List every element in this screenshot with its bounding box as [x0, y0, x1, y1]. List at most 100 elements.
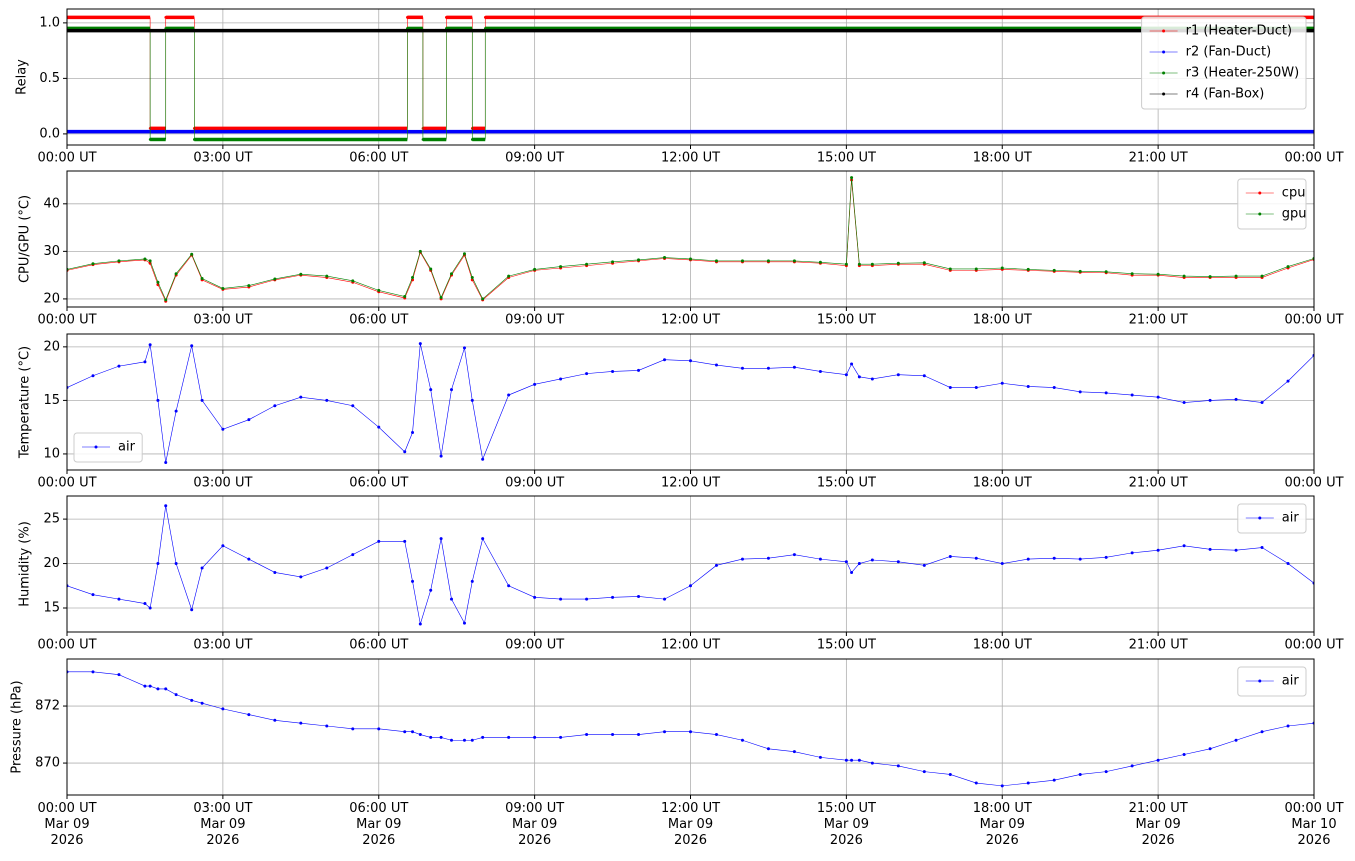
relay-point	[470, 138, 474, 141]
legend-marker	[1258, 516, 1262, 520]
x-tick-label: 21:00 UT	[1129, 313, 1188, 328]
plot-area	[67, 504, 1314, 626]
data-point	[351, 727, 355, 731]
data-point	[174, 562, 178, 566]
y-tick-label: 30	[43, 244, 60, 259]
data-point	[1130, 551, 1134, 555]
data-point	[1260, 401, 1264, 405]
data-point	[857, 562, 861, 566]
data-point	[689, 584, 692, 588]
plot-area	[67, 670, 1314, 788]
data-point	[766, 747, 770, 751]
data-point	[411, 730, 415, 734]
data-point	[148, 343, 152, 347]
data-point	[1026, 557, 1030, 561]
data-point	[1286, 265, 1290, 269]
data-point	[1182, 753, 1186, 757]
x-tick-label: 15:00 UT	[817, 638, 876, 653]
legend-marker	[1162, 50, 1166, 54]
data-point	[439, 735, 443, 739]
data-point	[1156, 395, 1160, 399]
data-point	[844, 373, 848, 377]
x-tick-label: 00:00 UT	[1284, 313, 1343, 328]
data-point	[1208, 275, 1212, 279]
legend-label: gpu	[1282, 207, 1307, 222]
relay-point	[148, 138, 152, 141]
relay-point	[483, 16, 487, 19]
x-tick-label: 09:00 UT	[505, 476, 564, 491]
data-point	[714, 563, 718, 567]
x-tick-label: 06:00 UT Mar 09 2026	[349, 801, 408, 848]
data-point	[559, 377, 563, 381]
panel: 00:00 UT 03:00 UT 06:00 UT 09:00 UT 12:00 UT…	[18, 333, 1344, 491]
plot-area	[67, 176, 1314, 303]
y-tick-label: 870	[35, 756, 60, 771]
data-point	[1286, 379, 1290, 383]
data-point	[403, 539, 407, 543]
data-point	[611, 260, 615, 264]
data-point	[1156, 758, 1160, 762]
relay-point	[148, 29, 152, 32]
y-axis-label: Temperature (°C)	[18, 346, 33, 459]
x-tick-label: 00:00 UT	[37, 313, 96, 328]
data-point	[533, 595, 537, 599]
data-point	[857, 758, 861, 762]
data-point	[351, 279, 355, 283]
data-point	[1078, 772, 1082, 776]
data-point	[766, 366, 770, 370]
data-point	[403, 450, 407, 454]
x-tick-label: 18:00 UT Mar 09 2026	[973, 801, 1032, 848]
data-point	[299, 272, 303, 276]
data-point	[377, 727, 381, 731]
y-tick-label: 20	[43, 556, 60, 571]
data-point	[1000, 784, 1004, 788]
axes-frame	[66, 495, 1315, 633]
data-point	[481, 457, 485, 461]
data-point	[418, 622, 422, 626]
series-line	[67, 180, 1314, 303]
data-point	[1156, 548, 1160, 552]
data-point	[1156, 272, 1160, 276]
x-tick-label: 06:00 UT	[349, 151, 408, 166]
data-point	[200, 566, 204, 570]
data-point	[247, 418, 251, 422]
data-point	[533, 267, 537, 271]
data-point	[792, 365, 796, 369]
data-point	[850, 362, 854, 366]
data-point	[922, 770, 926, 774]
data-point	[439, 295, 443, 299]
data-point	[481, 297, 485, 301]
data-point	[325, 566, 329, 570]
x-tick-label: 09:00 UT	[505, 151, 564, 166]
data-point	[818, 369, 822, 373]
data-point	[611, 369, 615, 373]
x-tick-label: 21:00 UT	[1129, 638, 1188, 653]
data-point	[403, 295, 407, 299]
data-point	[689, 359, 692, 363]
data-point	[429, 267, 433, 271]
data-point	[896, 560, 900, 564]
data-point	[462, 252, 466, 256]
data-point	[740, 557, 744, 561]
data-point	[143, 602, 147, 606]
panel: 00:00 UT 03:00 UT 06:00 UT 09:00 UT 12:00 UT…	[18, 495, 1344, 653]
data-point	[870, 558, 874, 562]
data-point	[403, 730, 407, 734]
legend-box	[1237, 503, 1307, 534]
relay-point	[421, 138, 425, 141]
data-point	[190, 698, 194, 702]
data-point	[507, 584, 511, 588]
x-tick-label: 15:00 UT	[817, 476, 876, 491]
relay-point	[444, 16, 448, 19]
data-point	[325, 274, 329, 278]
data-point	[818, 755, 822, 759]
data-point	[273, 277, 277, 281]
x-tick-label: 12:00 UT Mar 09 2026	[661, 801, 720, 848]
data-point	[857, 375, 861, 379]
data-point	[844, 758, 848, 762]
data-point	[247, 713, 251, 717]
y-tick-label: 20	[43, 339, 60, 354]
data-point	[533, 382, 537, 386]
legend-marker	[1258, 679, 1262, 683]
